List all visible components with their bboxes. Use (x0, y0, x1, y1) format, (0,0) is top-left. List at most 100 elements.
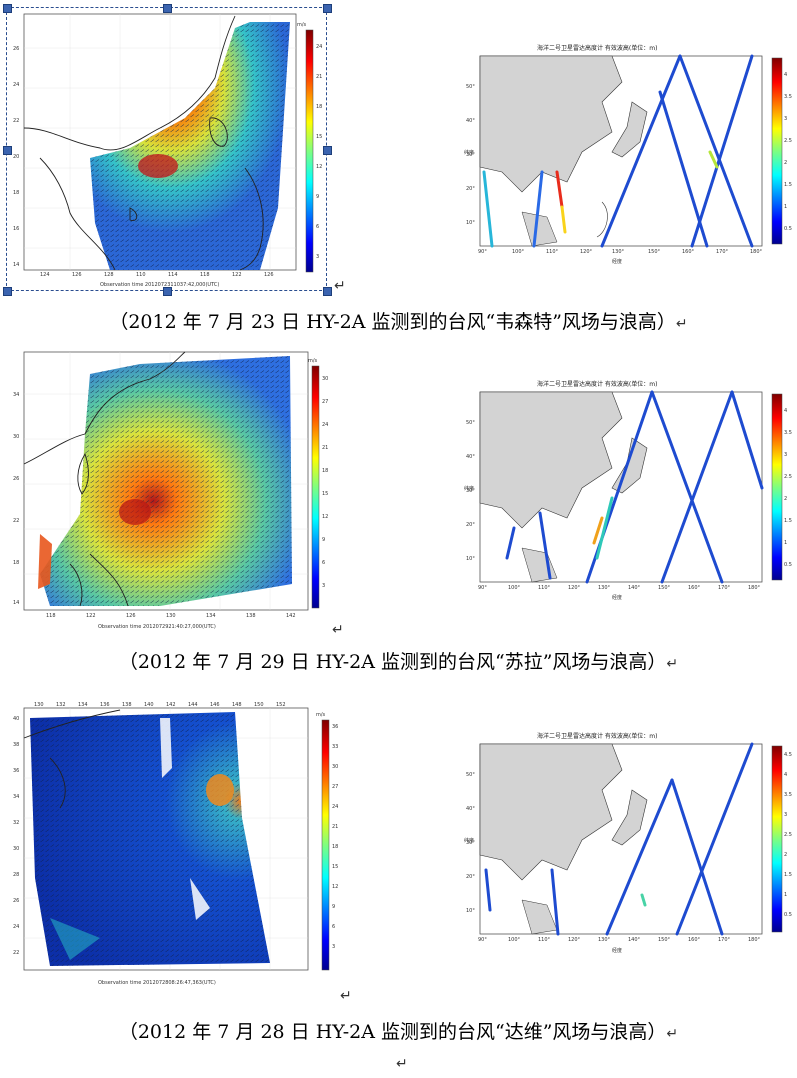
svg-text:4: 4 (784, 408, 787, 414)
svg-text:146: 146 (210, 702, 220, 708)
svg-text:26: 26 (13, 476, 19, 482)
return-mark: ↵ (340, 988, 352, 1004)
svg-text:20°: 20° (466, 874, 475, 880)
svg-text:50°: 50° (466, 772, 475, 778)
resize-handle-nw[interactable] (3, 4, 12, 13)
resize-handle-w[interactable] (3, 146, 12, 155)
svg-text:90°: 90° (478, 585, 487, 591)
svg-text:142: 142 (166, 702, 176, 708)
svg-text:12: 12 (332, 884, 338, 890)
wave-xlabel: 经度 (612, 947, 622, 954)
svg-text:160°: 160° (688, 585, 701, 591)
svg-text:130°: 130° (598, 937, 611, 943)
svg-text:134: 134 (206, 613, 216, 619)
wind-lon-ticks: 124 126 128 110 114 118 122 126 (40, 272, 274, 278)
colorbar-units: m/s (316, 712, 326, 718)
svg-text:142: 142 (286, 613, 296, 619)
svg-text:3: 3 (322, 583, 325, 589)
svg-text:126: 126 (264, 272, 274, 278)
wave-map-title: 海洋二号卫星雷达高度计 有效波高(单位：m) (537, 380, 657, 388)
return-mark: ↵ (396, 1056, 408, 1072)
colorbar-units: m/s (297, 22, 307, 28)
svg-text:118: 118 (200, 272, 210, 278)
svg-text:180°: 180° (748, 937, 761, 943)
image-selection-frame[interactable] (6, 7, 327, 291)
svg-text:90°: 90° (478, 249, 487, 255)
svg-text:3: 3 (784, 452, 787, 458)
svg-text:3.5: 3.5 (784, 94, 792, 100)
svg-text:1.5: 1.5 (784, 182, 792, 188)
wave-colorbar-ticks: 4.5 4 3.5 3 2.5 2 1.5 1 0.5 (784, 752, 792, 918)
wave-lat-ticks: 50° 40° 30° 20° 10° (466, 420, 475, 562)
svg-text:130: 130 (34, 702, 44, 708)
svg-text:21: 21 (322, 445, 328, 451)
svg-text:122: 122 (232, 272, 242, 278)
svg-text:152: 152 (276, 702, 286, 708)
wind-lon-ticks: 130 132 134 136 138 140 142 144 146 148 … (34, 702, 286, 708)
svg-text:18: 18 (332, 844, 338, 850)
svg-text:138: 138 (122, 702, 132, 708)
svg-text:40°: 40° (466, 806, 475, 812)
svg-text:180°: 180° (750, 249, 763, 255)
svg-text:18: 18 (322, 468, 328, 474)
svg-text:122: 122 (86, 613, 96, 619)
wind-lat-ticks: 40 38 36 34 32 30 28 26 24 22 (13, 716, 19, 956)
figure-caption-1: （2012 年 7 月 23 日 HY-2A 监测到的台风“韦森特”风场与浪高）… (109, 311, 688, 333)
wave-lat-ticks: 50° 40° 30° 20° 10° (466, 772, 475, 914)
resize-handle-se[interactable] (323, 287, 332, 296)
svg-text:18: 18 (316, 104, 322, 110)
svg-text:140°: 140° (628, 585, 641, 591)
wind-observation-time: Observation time 2012072921:40:27,000(UT… (98, 624, 216, 630)
wind-colorbar-ticks: 24 21 18 15 12 9 6 3 (316, 44, 322, 260)
wave-colorbar-ticks: 4 3.5 3 2.5 2 1.5 1 0.5 (784, 408, 792, 568)
svg-text:30: 30 (332, 764, 338, 770)
svg-text:9: 9 (332, 904, 335, 910)
svg-text:114: 114 (168, 272, 178, 278)
wave-map-title: 海洋二号卫星雷达高度计 有效波高(单位：m) (537, 732, 657, 740)
svg-text:14: 14 (13, 262, 19, 268)
return-mark: ↵ (666, 656, 679, 672)
svg-text:130°: 130° (612, 249, 625, 255)
svg-text:120°: 120° (580, 249, 593, 255)
svg-text:2.5: 2.5 (784, 474, 792, 480)
figure-caption-3: （2012 年 7 月 28 日 HY-2A 监测到的台风“达维”风场与浪高）↵ (118, 1021, 679, 1043)
wind-observation-time: Observation time 2012072808:26:47,363(UT… (98, 980, 216, 986)
svg-text:27: 27 (332, 784, 338, 790)
svg-text:2.5: 2.5 (784, 138, 792, 144)
svg-text:24: 24 (322, 422, 328, 428)
wind-field-map-2: m/s 30 27 24 21 18 15 12 9 6 3 34 30 26 … (10, 344, 335, 636)
svg-text:2: 2 (784, 496, 787, 502)
svg-text:15: 15 (322, 491, 328, 497)
resize-handle-e[interactable] (323, 146, 332, 155)
svg-text:3: 3 (316, 254, 319, 260)
svg-text:120°: 120° (568, 585, 581, 591)
svg-text:4: 4 (784, 72, 787, 78)
svg-text:110: 110 (136, 272, 146, 278)
svg-text:170°: 170° (718, 585, 731, 591)
svg-text:110°: 110° (538, 585, 551, 591)
svg-text:160°: 160° (682, 249, 695, 255)
return-mark: ↵ (334, 278, 346, 294)
figure-caption-2: （2012 年 7 月 29 日 HY-2A 监测到的台风“苏拉”风场与浪高）↵ (118, 651, 679, 673)
svg-text:170°: 170° (718, 937, 731, 943)
svg-text:10°: 10° (466, 220, 475, 226)
svg-text:90°: 90° (478, 937, 487, 943)
svg-text:4.5: 4.5 (784, 752, 792, 758)
svg-text:50°: 50° (466, 420, 475, 426)
svg-text:138: 138 (246, 613, 256, 619)
svg-text:27: 27 (322, 399, 328, 405)
svg-text:1.5: 1.5 (784, 518, 792, 524)
wave-lon-ticks: 90° 100° 110° 120° 130° 150° 160° 170° 1… (478, 249, 763, 255)
svg-text:110°: 110° (546, 249, 559, 255)
svg-text:12: 12 (316, 164, 322, 170)
wave-lon-ticks: 90° 100° 110° 120° 130° 140° 150° 160° 1… (478, 937, 761, 943)
svg-text:126: 126 (72, 272, 82, 278)
resize-handle-s[interactable] (163, 287, 172, 296)
wind-lon-ticks: 118 122 126 130 134 138 142 (46, 613, 296, 619)
svg-text:20°: 20° (466, 186, 475, 192)
resize-handle-ne[interactable] (323, 4, 332, 13)
svg-text:150°: 150° (648, 249, 661, 255)
resize-handle-n[interactable] (163, 4, 172, 13)
resize-handle-sw[interactable] (3, 287, 12, 296)
svg-text:10°: 10° (466, 556, 475, 562)
